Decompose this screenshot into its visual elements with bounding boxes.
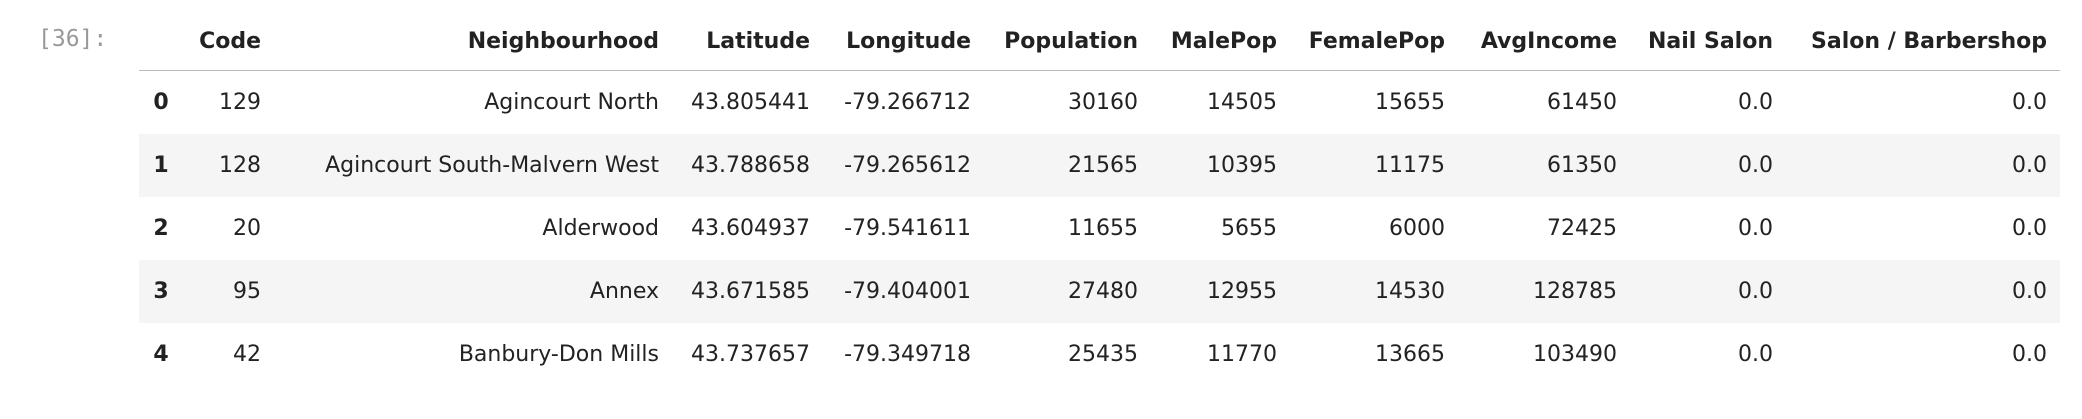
table-cell: 0.0 [2012, 216, 2047, 241]
column-header: Salon / Barbershop [1786, 13, 2060, 71]
column-header: MalePop [1151, 13, 1290, 71]
table-cell: 6000 [1389, 216, 1445, 241]
cell-prompt: [36]: [38, 26, 108, 52]
table-cell: 128 [219, 153, 261, 178]
row-index: 4 [153, 342, 169, 367]
table-cell: 0.0 [1738, 153, 1773, 178]
table-cell: 43.604937 [691, 216, 810, 241]
table-cell: 0.0 [2012, 342, 2047, 367]
table-cell: -79.541611 [844, 216, 971, 241]
table-cell: 13665 [1375, 342, 1445, 367]
table-cell: 0.0 [1738, 90, 1773, 115]
table-cell: 61350 [1547, 153, 1617, 178]
table-body: 0 129 Agincourt North 43.805441 -79.266712 30… [139, 71, 2060, 387]
table-cell: 27480 [1068, 279, 1138, 304]
table-cell: 14505 [1207, 90, 1277, 115]
table-cell: 11655 [1068, 216, 1138, 241]
table-cell: -79.266712 [844, 90, 971, 115]
column-header: Latitude [672, 13, 823, 71]
header-row: Code Neighbourhood Latitude Longitude Popula… [139, 13, 2060, 71]
table-cell: 43.671585 [691, 279, 810, 304]
table-cell: 103490 [1533, 342, 1617, 367]
row-index: 1 [153, 153, 169, 178]
table-cell: Agincourt North [484, 90, 659, 115]
table-cell: 14530 [1375, 279, 1445, 304]
table-cell: 95 [233, 279, 261, 304]
table-cell: 25435 [1068, 342, 1138, 367]
table-cell: 61450 [1547, 90, 1617, 115]
table-cell: 21565 [1068, 153, 1138, 178]
table-cell: 0.0 [1738, 279, 1773, 304]
table-cell: 0.0 [2012, 153, 2047, 178]
table-cell: -79.265612 [844, 153, 971, 178]
table-cell: 30160 [1068, 90, 1138, 115]
table-cell: 72425 [1547, 216, 1617, 241]
table-cell: 0.0 [2012, 279, 2047, 304]
table-header: Code Neighbourhood Latitude Longitude Popula… [139, 13, 2060, 71]
table-cell: Agincourt South-Malvern West [325, 153, 659, 178]
table-cell: 0.0 [1738, 342, 1773, 367]
table-cell: -79.404001 [844, 279, 971, 304]
table-cell: Banbury-Don Mills [458, 342, 659, 367]
table-row: 3 95 Annex 43.671585 -79.404001 27480 12955 145… [139, 260, 2060, 323]
column-header: Nail Salon [1630, 13, 1786, 71]
table-cell: 129 [219, 90, 261, 115]
table-cell: 10395 [1207, 153, 1277, 178]
table-cell: 12955 [1207, 279, 1277, 304]
table-cell: 20 [233, 216, 261, 241]
column-header: AvgIncome [1458, 13, 1630, 71]
column-header: FemalePop [1290, 13, 1458, 71]
table-cell: 43.805441 [691, 90, 810, 115]
column-header: Neighbourhood [274, 13, 672, 71]
row-index: 0 [153, 90, 169, 115]
table-row: 2 20 Alderwood 43.604937 -79.541611 11655 5655… [139, 197, 2060, 260]
table-cell: 11175 [1375, 153, 1445, 178]
table-cell: 15655 [1375, 90, 1445, 115]
table-cell: 5655 [1221, 216, 1277, 241]
table-cell: 43.788658 [691, 153, 810, 178]
column-header: Longitude [823, 13, 984, 71]
table-row: 0 129 Agincourt North 43.805441 -79.266712 30… [139, 71, 2060, 135]
column-header: Code [183, 13, 274, 71]
table-cell: Annex [589, 279, 659, 304]
table-cell: 11770 [1207, 342, 1277, 367]
table-cell: 128785 [1533, 279, 1617, 304]
table-cell: 42 [233, 342, 261, 367]
table-row: 1 128 Agincourt South-Malvern West 43.78865… [139, 134, 2060, 197]
row-index: 2 [153, 216, 169, 241]
table-row: 4 42 Banbury-Don Mills 43.737657 -79.349718 2… [139, 323, 2060, 386]
row-index: 3 [153, 279, 169, 304]
table-cell: 43.737657 [691, 342, 810, 367]
table-cell: 0.0 [2012, 90, 2047, 115]
column-header [139, 13, 183, 71]
column-header: Population [984, 13, 1151, 71]
table-cell: 0.0 [1738, 216, 1773, 241]
table-cell: Alderwood [542, 216, 659, 241]
dataframe-table: Code Neighbourhood Latitude Longitude Popula… [139, 13, 2060, 386]
table-cell: -79.349718 [844, 342, 971, 367]
